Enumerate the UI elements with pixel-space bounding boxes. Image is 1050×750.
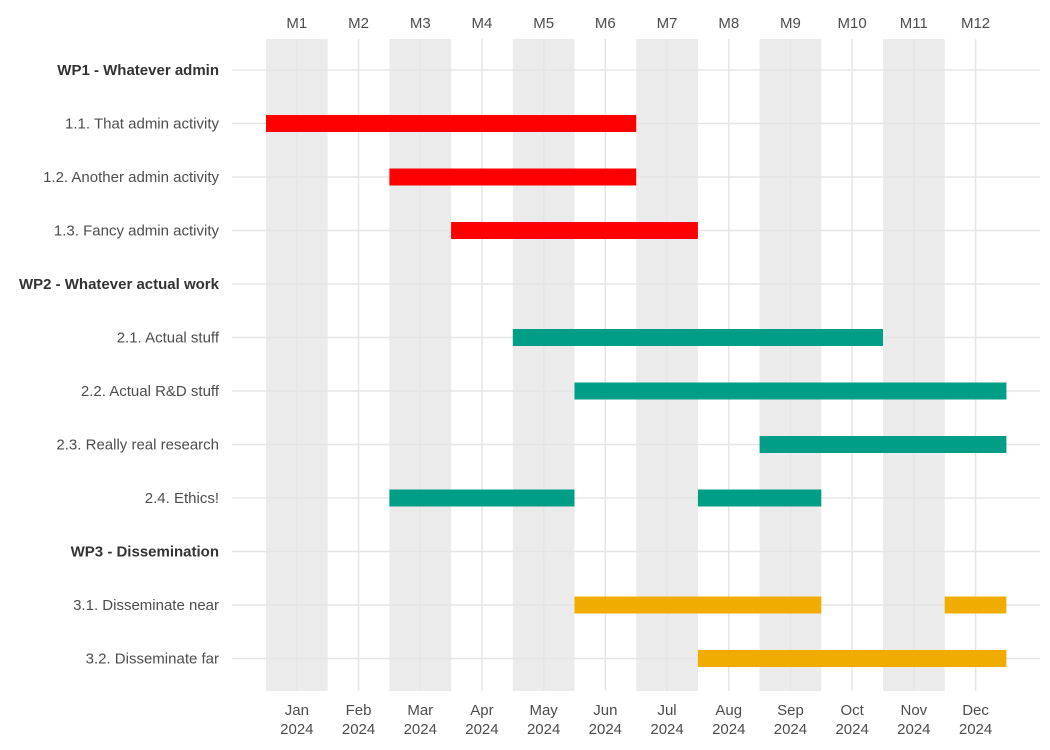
task-label: 1.3. Fancy admin activity bbox=[54, 223, 220, 240]
top-tick-label: M10 bbox=[838, 15, 867, 32]
bottom-tick-month: Nov bbox=[901, 702, 928, 719]
work-package-header: WP2 - Whatever actual work bbox=[19, 276, 220, 293]
top-tick-label: M2 bbox=[348, 15, 369, 32]
top-tick-label: M1 bbox=[286, 15, 307, 32]
bottom-tick-month: Dec bbox=[962, 702, 989, 719]
bottom-tick-year: 2024 bbox=[527, 721, 560, 738]
task-bar bbox=[451, 222, 698, 239]
bottom-tick-year: 2024 bbox=[835, 721, 868, 738]
task-bar bbox=[759, 436, 1007, 453]
top-tick-label: M3 bbox=[410, 15, 431, 32]
task-bar bbox=[574, 596, 822, 614]
bottom-tick-month: Jan bbox=[285, 702, 309, 719]
bottom-tick-year: 2024 bbox=[465, 721, 498, 738]
top-tick-label: M4 bbox=[472, 15, 493, 32]
top-tick-label: M9 bbox=[780, 15, 801, 32]
task-label: 2.3. Really real research bbox=[56, 437, 219, 454]
row-labels: WP1 - Whatever admin 1.1. That admin acti… bbox=[19, 62, 220, 668]
bottom-tick-month: Apr bbox=[470, 702, 493, 719]
task-label: 3.2. Disseminate far bbox=[86, 651, 219, 668]
bottom-tick-year: 2024 bbox=[650, 721, 683, 738]
bottom-tick-month: Jul bbox=[657, 702, 676, 719]
task-label: 2.2. Actual R&D stuff bbox=[81, 383, 220, 400]
bottom-axis: Jan 2024 Feb 2024 Mar 2024 Apr 2024 May 2024 Jun 20… bbox=[280, 702, 992, 738]
bottom-tick-year: 2024 bbox=[280, 721, 313, 738]
bottom-tick-year: 2024 bbox=[404, 721, 437, 738]
bottom-tick-month: Feb bbox=[346, 702, 372, 719]
task-label: 2.4. Ethics! bbox=[145, 490, 219, 507]
task-bars bbox=[266, 115, 1007, 667]
bottom-tick-year: 2024 bbox=[897, 721, 930, 738]
work-package-header: WP1 - Whatever admin bbox=[57, 62, 219, 79]
bottom-tick-year: 2024 bbox=[712, 721, 745, 738]
top-tick-label: M5 bbox=[533, 15, 554, 32]
task-label: 1.2. Another admin activity bbox=[43, 169, 219, 186]
task-bar bbox=[512, 329, 883, 346]
work-package-header: WP3 - Dissemination bbox=[71, 544, 219, 561]
top-axis: M1 M2 M3 M4 M5 M6 M7 M8 M9 M10 M11 M12 bbox=[286, 15, 990, 32]
bottom-tick-month: May bbox=[529, 702, 558, 719]
bottom-tick-month: Mar bbox=[407, 702, 433, 719]
bottom-tick-month: Sep bbox=[777, 702, 804, 719]
bottom-tick-month: Aug bbox=[715, 702, 742, 719]
bottom-tick-month: Jun bbox=[593, 702, 617, 719]
bottom-tick-year: 2024 bbox=[774, 721, 807, 738]
top-tick-label: M6 bbox=[595, 15, 616, 32]
top-tick-label: M8 bbox=[718, 15, 739, 32]
bottom-tick-month: Oct bbox=[840, 702, 864, 719]
task-label: 3.1. Disseminate near bbox=[73, 597, 219, 614]
task-bar bbox=[389, 168, 637, 186]
task-bar bbox=[266, 115, 637, 132]
top-tick-label: M12 bbox=[961, 15, 990, 32]
bottom-tick-year: 2024 bbox=[342, 721, 375, 738]
bottom-tick-year: 2024 bbox=[959, 721, 992, 738]
task-label: 1.1. That admin activity bbox=[65, 116, 219, 133]
task-bar bbox=[697, 489, 822, 507]
task-bar bbox=[944, 596, 1007, 614]
task-bar bbox=[574, 382, 1007, 400]
task-label: 2.1. Actual stuff bbox=[117, 330, 220, 347]
top-tick-label: M11 bbox=[900, 15, 928, 32]
top-tick-label: M7 bbox=[657, 15, 678, 32]
task-bar bbox=[697, 650, 1007, 667]
bottom-tick-year: 2024 bbox=[589, 721, 622, 738]
task-bar bbox=[389, 489, 575, 507]
